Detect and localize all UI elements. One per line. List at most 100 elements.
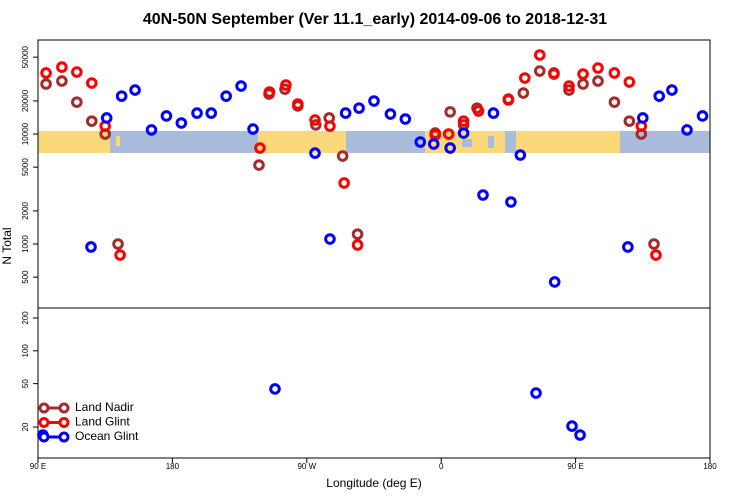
legend-marker [38,417,50,428]
point [444,142,456,154]
point [56,75,68,87]
point [648,238,660,250]
point [309,147,321,159]
point [533,65,546,77]
y-tick-label: 500 [21,270,30,284]
y-axis-label: N Total [0,227,14,264]
point [368,95,380,107]
point [666,84,678,96]
legend-marker [58,431,70,443]
point [338,177,350,189]
legend-marker [58,402,70,414]
legend-label: Ocean Glint [75,429,139,443]
point [592,75,604,87]
point [563,84,575,96]
point [71,66,83,78]
x-tick-label: 0 [439,462,444,471]
point [253,159,265,171]
point [254,142,266,154]
point [533,49,546,61]
point [442,128,455,140]
point [280,79,292,91]
legend-marker [38,431,50,443]
point [637,112,649,124]
y-tick-label: 2000 [21,201,30,219]
point [608,67,621,79]
point [623,76,636,88]
point [653,90,666,102]
x-axis-label: Longitude (deg E) [326,476,421,490]
y-tick-label: 200 [21,311,30,325]
point [235,80,247,92]
point [650,249,662,261]
point [351,228,364,240]
y-tick-label: 5000 [21,158,30,176]
legend-marker [58,417,70,428]
y-tick-label: 20000 [21,89,30,112]
y-tick-label: 20 [21,422,30,431]
point [353,102,365,114]
point [336,150,349,162]
point [530,387,542,399]
point [129,84,141,96]
point [681,124,693,136]
x-tick-label: 180 [703,462,717,471]
y-tick-label: 1000 [21,235,30,253]
point [577,78,589,90]
point [505,196,517,208]
plot-frame [37,307,711,459]
point [269,383,281,395]
x-tick-label: 90 E [567,462,583,471]
point [71,96,83,108]
point [160,110,173,122]
point [574,429,586,441]
point [384,108,397,120]
point [472,105,485,117]
point [487,107,500,119]
point [351,239,364,251]
point [85,77,98,89]
point [292,98,304,110]
point [324,120,336,132]
point [622,241,634,253]
point [563,80,575,92]
point [145,124,158,136]
plot-frame [37,39,711,309]
x-tick-label: 90 W [297,462,316,471]
point [519,72,531,84]
point [608,96,621,108]
point [696,110,709,122]
point [56,61,68,73]
x-tick-label: 90 E [30,462,46,471]
point [339,107,352,119]
y-tick-label: 100 [21,344,30,358]
point [623,115,636,127]
point [548,276,561,288]
point [263,86,276,98]
point [220,90,232,102]
legend-marker [38,402,50,414]
point [309,114,321,126]
chart-title: 40N-50N September (Ver 11.1_early) 2014-… [143,11,607,28]
point [566,420,578,432]
point [577,68,589,80]
point [100,112,113,124]
y-tick-label: 10000 [21,122,30,145]
x-tick-label: 180 [166,462,180,471]
point [399,113,412,125]
legend-label: Land Nadir [75,400,134,414]
map-strip [38,131,710,153]
point [247,123,259,135]
point [85,115,98,127]
point [592,62,604,74]
point [115,90,128,102]
point [85,241,97,253]
point [517,87,530,99]
point [444,106,456,118]
point [457,127,470,139]
point [114,249,126,261]
point [548,68,560,80]
point [502,94,515,106]
point [514,149,527,161]
